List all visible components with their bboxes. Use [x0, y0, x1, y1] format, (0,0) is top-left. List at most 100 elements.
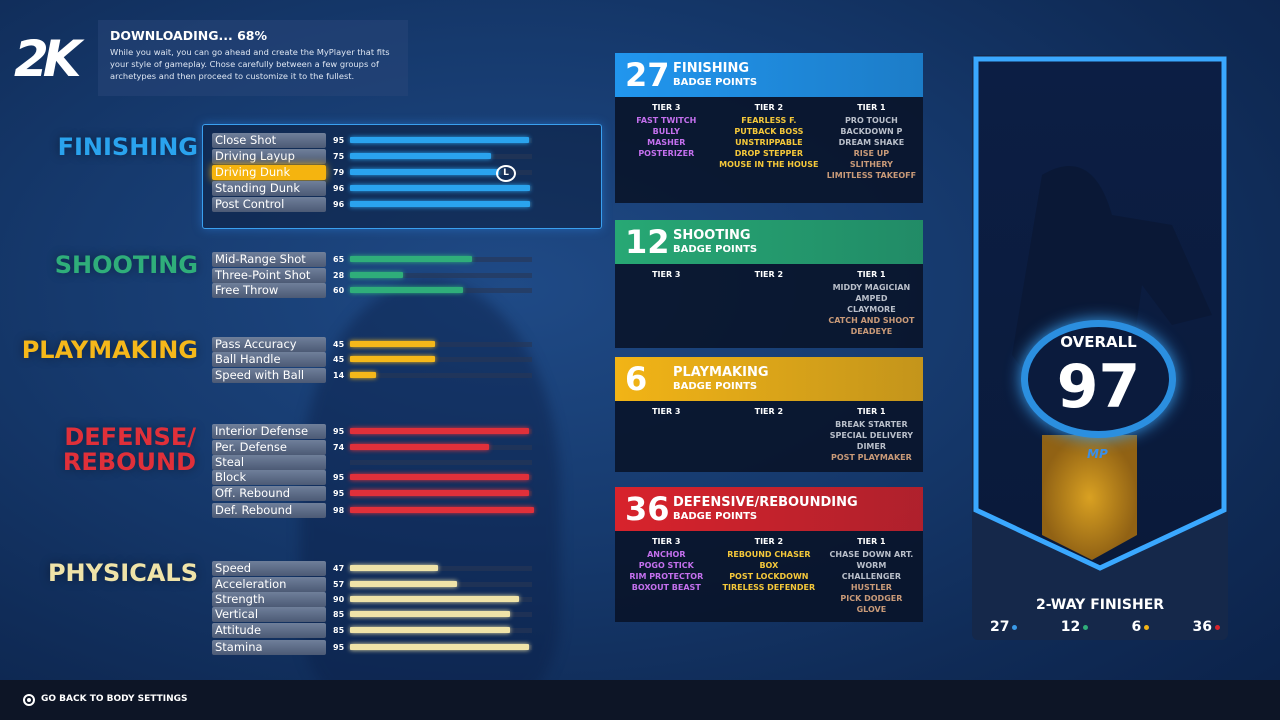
- attribute-row[interactable]: Steal: [212, 455, 542, 470]
- attribute-row[interactable]: Strength 90: [212, 592, 542, 607]
- attribute-row[interactable]: Free Throw 60: [212, 283, 542, 298]
- badge-tier-column: TIER 1 MIDDY MAGICIAN AMPED CLAYMORE CATCH A…: [820, 270, 923, 337]
- badge-item[interactable]: SPECIAL DELIVERY: [829, 431, 914, 440]
- badge-item[interactable]: GLOVE: [856, 605, 887, 614]
- badge-item[interactable]: BULLY: [652, 127, 680, 136]
- badge-item[interactable]: MASHER: [647, 138, 686, 147]
- badge-tier-columns: TIER 3 ANCHOR POGO STICK RIM PROTECTOR BOXOU…: [615, 531, 923, 615]
- attribute-bar-track: [350, 566, 532, 571]
- badge-item[interactable]: TIRELESS DEFENDER: [722, 583, 816, 592]
- badge-item[interactable]: MIDDY MAGICIAN: [832, 283, 911, 292]
- attribute-row[interactable]: Block 95: [212, 470, 542, 485]
- attribute-row[interactable]: Driving Dunk 79: [212, 165, 542, 180]
- badge-item[interactable]: POGO STICK: [638, 561, 694, 570]
- badge-item[interactable]: LIMITLESS TAKEOFF: [826, 171, 917, 180]
- badge-points-label: BADGE POINTS: [673, 381, 758, 392]
- badge-item[interactable]: UNSTRIPPABLE: [735, 138, 803, 147]
- attribute-bar-fill: [350, 474, 529, 480]
- badge-item[interactable]: AMPED: [855, 294, 888, 303]
- attribute-row[interactable]: Three-Point Shot 28: [212, 268, 542, 283]
- attribute-bar-track: [350, 460, 532, 465]
- badge-item[interactable]: MOUSE IN THE HOUSE: [719, 160, 819, 169]
- attribute-row[interactable]: Vertical 85: [212, 607, 542, 622]
- badge-item[interactable]: FAST TWITCH: [636, 116, 697, 125]
- attribute-value: 95: [333, 473, 345, 482]
- badge-item[interactable]: DROP STEPPER: [734, 149, 803, 158]
- attribute-value: 96: [333, 200, 345, 209]
- back-to-body-settings-button[interactable]: GO BACK TO BODY SETTINGS: [41, 694, 188, 704]
- overall-rating-badge: OVERALL 97: [1021, 320, 1176, 438]
- badge-item[interactable]: REBOUND CHASER: [727, 550, 811, 559]
- attribute-label: Strength: [212, 592, 326, 607]
- attribute-label: Block: [212, 470, 326, 485]
- attribute-row[interactable]: Post Control 96: [212, 197, 542, 212]
- attribute-value: 85: [333, 626, 345, 635]
- badge-points-value: 27: [625, 56, 670, 94]
- badge-item[interactable]: RISE UP: [853, 149, 890, 158]
- badge-category-title: DEFENSIVE/REBOUNDING: [673, 495, 858, 510]
- attribute-row[interactable]: Off. Rebound 95: [212, 486, 542, 501]
- circle-button-icon[interactable]: [23, 694, 35, 706]
- badge-item[interactable]: CATCH AND SHOOT: [828, 316, 915, 325]
- attribute-row[interactable]: Ball Handle 45: [212, 352, 542, 367]
- category-title-3: DEFENSE/ REBOUND: [62, 423, 196, 476]
- badge-item[interactable]: POSTERIZER: [638, 149, 695, 158]
- attribute-bar-fill: [350, 565, 439, 571]
- badge-item[interactable]: POST PLAYMAKER: [830, 453, 912, 462]
- attribute-row[interactable]: Standing Dunk 96: [212, 181, 542, 196]
- badge-item[interactable]: DEADEYE: [850, 327, 893, 336]
- badge-item[interactable]: DIMER: [856, 442, 886, 451]
- attribute-label: Interior Defense: [212, 424, 326, 439]
- badge-item[interactable]: WORM: [856, 561, 887, 570]
- badge-panel-shooting: 12 SHOOTING BADGE POINTS TIER 3 TIER 2 TIER 1…: [615, 220, 923, 348]
- badge-item[interactable]: CHASE DOWN ART.: [829, 550, 914, 559]
- attribute-bar-fill: [350, 185, 531, 191]
- tier-label: TIER 1: [857, 537, 886, 546]
- badge-item[interactable]: RIM PROTECTOR: [629, 572, 704, 581]
- attribute-row[interactable]: Interior Defense 95: [212, 424, 542, 439]
- attribute-row[interactable]: Def. Rebound 98: [212, 503, 542, 518]
- badge-item[interactable]: BREAK STARTER: [835, 420, 908, 429]
- attribute-label: Pass Accuracy: [212, 337, 326, 352]
- attribute-value: 14: [333, 371, 345, 380]
- attribute-label: Per. Defense: [212, 440, 326, 455]
- badge-item[interactable]: SLITHERY: [849, 160, 893, 169]
- badge-item[interactable]: PUTBACK BOSS: [734, 127, 804, 136]
- attribute-row[interactable]: Attitude 85: [212, 623, 542, 638]
- attribute-row[interactable]: Speed with Ball 14: [212, 368, 542, 383]
- attribute-bar-fill: [350, 644, 529, 650]
- badge-tier-column: TIER 1 PRO TOUCH BACKDOWN P DREAM SHAKE RISE…: [820, 103, 923, 181]
- attribute-bar-fill: [350, 490, 529, 496]
- badge-item[interactable]: BOX: [759, 561, 779, 570]
- attribute-row[interactable]: Stamina 95: [212, 640, 542, 655]
- badge-item[interactable]: BACKDOWN P: [840, 127, 903, 136]
- badge-item[interactable]: CHALLENGER: [841, 572, 902, 581]
- badge-item[interactable]: PRO TOUCH: [844, 116, 898, 125]
- badge-category-title: PLAYMAKING: [673, 365, 769, 380]
- badge-item[interactable]: POST LOCKDOWN: [729, 572, 809, 581]
- badge-item[interactable]: DREAM SHAKE: [838, 138, 905, 147]
- attribute-row[interactable]: Per. Defense 74: [212, 440, 542, 455]
- badge-panel-header: 6 PLAYMAKING BADGE POINTS: [615, 357, 923, 401]
- attribute-bar-fill: [350, 287, 463, 293]
- badge-item[interactable]: HUSTLER: [850, 583, 892, 592]
- download-text: While you wait, you can go ahead and cre…: [110, 47, 390, 81]
- attribute-row[interactable]: Close Shot 95: [212, 133, 542, 148]
- badge-item[interactable]: CLAYMORE: [847, 305, 896, 314]
- attribute-row[interactable]: Speed 47: [212, 561, 542, 576]
- attribute-bar-track: [350, 373, 532, 378]
- attribute-bar-fill: [350, 581, 458, 587]
- badge-item[interactable]: BOXOUT BEAST: [631, 583, 701, 592]
- attribute-bar-fill: [350, 611, 510, 617]
- attribute-row[interactable]: Mid-Range Shot 65: [212, 252, 542, 267]
- attribute-row[interactable]: Pass Accuracy 45: [212, 337, 542, 352]
- tier-label: TIER 3: [652, 407, 681, 416]
- attribute-value: 60: [333, 286, 345, 295]
- badge-item[interactable]: PICK DODGER: [840, 594, 903, 603]
- overall-label: OVERALL: [1060, 333, 1137, 351]
- attribute-row[interactable]: Driving Layup 75: [212, 149, 542, 164]
- badge-item[interactable]: FEARLESS F.: [741, 116, 797, 125]
- attribute-bar-track: [350, 357, 532, 362]
- attribute-row[interactable]: Acceleration 57: [212, 577, 542, 592]
- badge-item[interactable]: ANCHOR: [647, 550, 686, 559]
